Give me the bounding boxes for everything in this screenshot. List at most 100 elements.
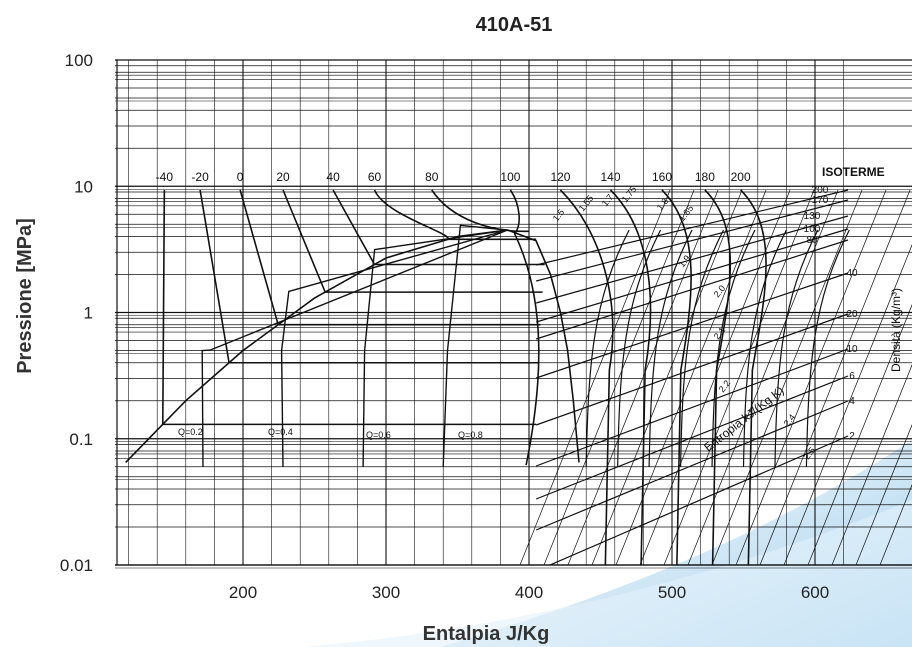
isotherm-line xyxy=(199,189,539,364)
isotherm-line xyxy=(661,189,692,565)
density-line xyxy=(535,272,849,379)
entropy-line xyxy=(783,244,912,565)
isotherm-label: 120 xyxy=(550,170,570,184)
entropy-label: 2.4 xyxy=(782,412,798,428)
isotherm-label: 20 xyxy=(276,170,290,184)
y-tick-label: 100 xyxy=(65,51,93,70)
density-axis-title: Densità (Kg/m³) xyxy=(889,288,903,372)
entropy-line xyxy=(735,189,887,565)
quality-lines xyxy=(201,224,508,467)
entropy-line xyxy=(759,189,911,565)
isotherm-line xyxy=(740,189,767,565)
saturated-vapor-curve xyxy=(507,229,580,463)
isotherm-line xyxy=(282,189,543,293)
isotherm-line xyxy=(609,189,652,565)
curve-labels: -40 -20 0 20 40 60 80 100 120 140 160 180 2002001701… xyxy=(156,170,858,461)
y-axis-label: Pressione [MPa] xyxy=(14,218,36,374)
entropy-label: 1.85 xyxy=(677,203,696,223)
quality-label: Q=0.4 xyxy=(268,427,293,437)
entropy-label: 2.0 xyxy=(712,283,728,299)
x-tick-label: 500 xyxy=(658,583,686,602)
density-line xyxy=(535,313,849,426)
isotherm-line xyxy=(559,189,614,565)
quality-line xyxy=(280,229,508,467)
quality-line xyxy=(442,224,508,467)
x-tick-labels: 200 300 400 500 600 xyxy=(229,583,829,602)
isotherm-line xyxy=(742,229,787,467)
x-axis-label: Entalpia J/Kg xyxy=(423,623,550,645)
isotherm-line xyxy=(509,189,540,466)
entropy-label: 1.55 xyxy=(577,193,596,213)
isotherm-line xyxy=(648,229,693,467)
x-tick-label: 600 xyxy=(801,583,829,602)
density-label: 80 xyxy=(806,235,818,246)
isotherm-label: 140 xyxy=(600,170,620,184)
isotherm-title: ISOTERME xyxy=(822,165,885,179)
quality-label: Q=0.6 xyxy=(366,430,391,440)
isotherm-line xyxy=(585,229,630,467)
x-tick-label: 300 xyxy=(372,583,400,602)
density-label: 10 xyxy=(846,344,858,355)
y-tick-label: 0.01 xyxy=(60,556,93,575)
entropy-line xyxy=(519,189,671,565)
isotherm-label: 160 xyxy=(652,170,672,184)
quality-label: Q=0.2 xyxy=(178,427,203,437)
saturated-liquid-curve xyxy=(125,229,508,463)
entropy-line xyxy=(615,189,767,565)
y-tick-labels: 100 10 1 0.1 0.01 xyxy=(60,51,93,575)
isotherm-label: -40 xyxy=(156,170,174,184)
density-label: 200 xyxy=(812,185,829,196)
isotherm-line xyxy=(431,189,530,233)
x-tick-label: 200 xyxy=(229,583,257,602)
isotherm-label: 80 xyxy=(425,170,439,184)
entropy-line xyxy=(855,424,912,565)
saturation-dome xyxy=(125,229,580,463)
density-label: 40 xyxy=(846,268,858,279)
density-label: 130 xyxy=(804,211,821,222)
entropy-line xyxy=(711,189,863,565)
density-line xyxy=(535,239,849,340)
isotherm-line xyxy=(711,229,756,467)
density-lines xyxy=(535,189,849,565)
entropy-line xyxy=(567,189,719,565)
isotherm-line xyxy=(774,229,819,467)
density-label: 6 xyxy=(849,371,855,382)
isotherm-label: -20 xyxy=(191,170,209,184)
isotherm-label: 200 xyxy=(731,170,751,184)
entropy-line xyxy=(831,364,912,565)
density-label: 20 xyxy=(846,309,858,320)
isotherm-lines xyxy=(161,189,850,565)
density-line xyxy=(535,375,849,500)
density-label: 2 xyxy=(849,431,855,442)
entropy-line xyxy=(663,189,815,565)
density-label: 4 xyxy=(849,396,855,407)
isotherm-line xyxy=(805,229,850,467)
isotherm-label: 40 xyxy=(326,170,340,184)
isotherm-label: 60 xyxy=(368,170,382,184)
density-line xyxy=(548,435,849,565)
density-label: 170 xyxy=(812,195,829,206)
entropy-label: 1.5 xyxy=(551,207,567,223)
isotherm-label: 0 xyxy=(237,170,244,184)
isotherm-line xyxy=(704,189,732,565)
grid xyxy=(115,59,912,569)
density-line xyxy=(535,215,849,304)
entropy-label: 2.2 xyxy=(717,378,733,394)
density-label: 100 xyxy=(804,224,821,235)
isotherm-line xyxy=(617,229,662,467)
entropy-line xyxy=(687,189,839,565)
density-line xyxy=(535,400,849,531)
quality-line xyxy=(201,229,508,467)
isotherm-label: 180 xyxy=(695,170,715,184)
density-line xyxy=(535,228,849,323)
density-line xyxy=(535,199,849,282)
x-tick-label: 400 xyxy=(515,583,543,602)
quality-label: Q=0.8 xyxy=(458,430,483,440)
entropy-line xyxy=(639,189,791,565)
density-line xyxy=(535,348,849,467)
background-swoosh-light xyxy=(300,500,912,647)
y-tick-label: 1 xyxy=(84,304,93,323)
y-tick-label: 10 xyxy=(74,177,93,196)
entropy-line xyxy=(543,189,695,565)
